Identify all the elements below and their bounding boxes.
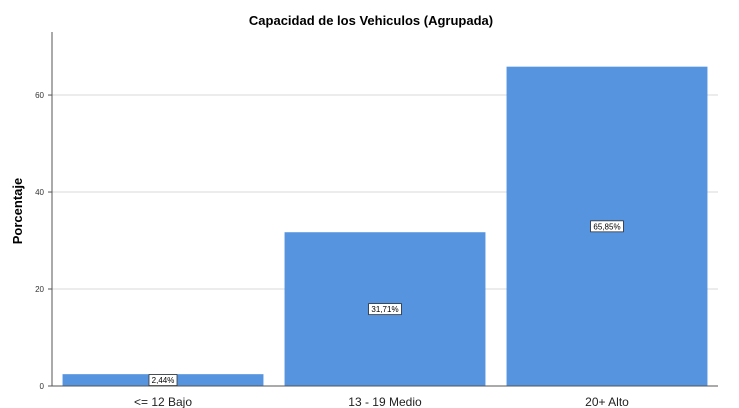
chart-title: Capacidad de los Vehiculos (Agrupada) <box>249 13 493 28</box>
data-label-box <box>368 303 402 316</box>
x-tick-label: 13 - 19 Medio <box>348 395 422 408</box>
x-ticks: <= 12 Bajo 13 - 19 Medio 20+ Alto <box>134 395 629 408</box>
data-label-box <box>148 374 178 386</box>
y-tick-label: 60 <box>35 91 44 100</box>
x-tick-label: <= 12 Bajo <box>134 395 192 408</box>
y-tick-label: 40 <box>35 188 44 197</box>
y-tick-label: 0 <box>40 382 45 391</box>
y-ticks: 0 20 40 60 <box>35 91 52 391</box>
data-labels: 2,44% 31,71% 65,85% <box>148 220 624 386</box>
y-tick-label: 20 <box>35 285 44 294</box>
data-label: 31,71% <box>371 305 398 314</box>
x-tick-label: 20+ Alto <box>585 395 629 408</box>
data-label: 65,85% <box>593 222 620 231</box>
axes <box>51 32 718 387</box>
data-label: 2,44% <box>152 376 175 385</box>
bars <box>62 66 708 386</box>
data-label-box <box>590 220 624 233</box>
y-axis-label: Porcentaje <box>10 178 25 244</box>
